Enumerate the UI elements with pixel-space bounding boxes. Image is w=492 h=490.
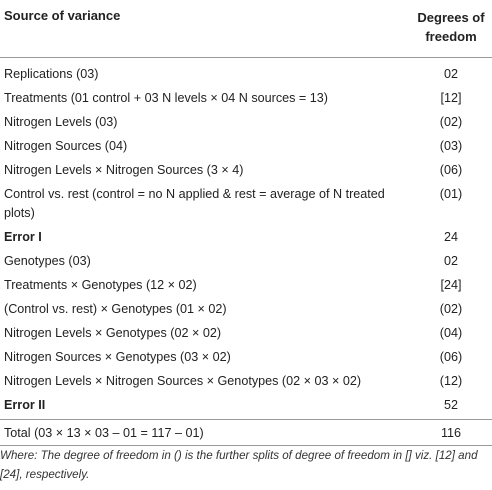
row-df: [24]	[440, 278, 462, 292]
row-df: (06)	[439, 350, 463, 364]
row-source: Treatments × Genotypes (12 × 02)	[4, 278, 197, 292]
header-df: Degrees of freedom	[417, 10, 485, 44]
row-source: Genotypes (03)	[4, 254, 91, 268]
table-footnote: Where: The degree of freedom in () is th…	[0, 449, 478, 481]
row-df: 02	[443, 67, 458, 81]
row-df: (02)	[439, 115, 463, 129]
row-df: 116	[440, 426, 462, 440]
row-df: 02	[443, 254, 458, 268]
row-source: Error II	[4, 398, 46, 412]
row-source: Nitrogen Sources × Genotypes (03 × 02)	[4, 350, 231, 364]
header-rule	[0, 57, 492, 58]
row-df: (04)	[439, 326, 463, 340]
total-rule	[0, 419, 492, 420]
row-df: (12)	[439, 374, 463, 388]
bottom-rule	[0, 445, 492, 446]
row-source: Control vs. rest (control = no N applied…	[4, 187, 385, 220]
row-source: (Control vs. rest) × Genotypes (01 × 02)	[4, 302, 227, 316]
row-df: (06)	[439, 163, 463, 177]
table-header: Source of variance Degrees of freedom	[0, 0, 492, 56]
row-df: (01)	[439, 187, 463, 201]
row-source: Nitrogen Levels (03)	[4, 115, 118, 129]
row-df: 24	[443, 230, 458, 244]
row-source: Error I	[4, 230, 42, 244]
row-source: Treatments (01 control + 03 N levels × 0…	[4, 91, 328, 105]
row-df: (02)	[439, 302, 463, 316]
row-df: (03)	[439, 139, 463, 153]
row-df: [12]	[440, 91, 462, 105]
row-df: 52	[443, 398, 458, 412]
row-source: Replications (03)	[4, 67, 99, 81]
row-source: Nitrogen Sources (04)	[4, 139, 128, 153]
row-source: Nitrogen Levels × Nitrogen Sources × Gen…	[4, 374, 362, 388]
header-source: Source of variance	[4, 8, 121, 23]
row-source: Nitrogen Levels × Genotypes (02 × 02)	[4, 326, 222, 340]
row-source: Total (03 × 13 × 03 – 01 = 117 – 01)	[4, 426, 204, 440]
row-source: Nitrogen Levels × Nitrogen Sources (3 × …	[4, 163, 244, 177]
